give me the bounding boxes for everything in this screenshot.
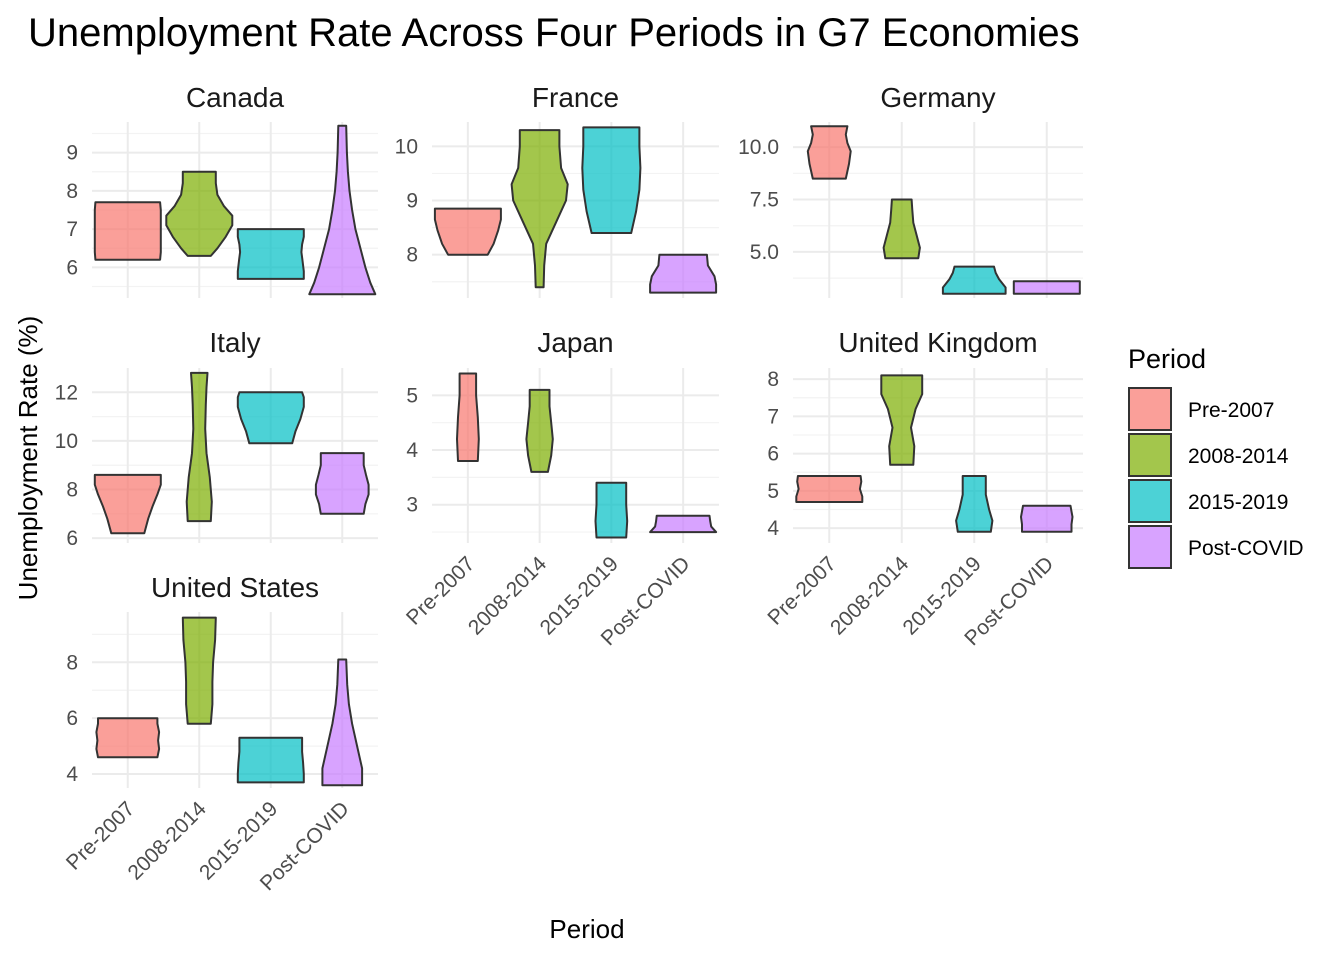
violin-canada-pre-2007: [93, 201, 162, 261]
violin-france-post-covid: [649, 253, 718, 294]
violin-united-kingdom-pre-2007: [795, 475, 864, 503]
violin-germany-post-covid: [1012, 280, 1081, 295]
y-tick-label: 5: [406, 384, 418, 407]
x-axis-title: Period: [549, 914, 624, 944]
y-axis-title: Unemployment Rate (%): [13, 316, 43, 601]
legend-swatch: [1128, 525, 1172, 569]
y-tick-label: 9: [66, 142, 78, 165]
violin-germany-2008-2014: [882, 198, 921, 260]
legend-swatch: [1128, 387, 1172, 431]
y-tick-label: 10.0: [738, 136, 779, 159]
violin-canada-2008-2014: [165, 170, 234, 257]
legend-item-2008-2014: 2008-2014: [1128, 433, 1289, 477]
legend-item-2015-2019: 2015-2019: [1128, 479, 1288, 523]
violin-japan-2015-2019: [594, 481, 629, 539]
facet-canada: Canada 6 7 8 9: [66, 82, 378, 298]
facet-title: Canada: [186, 82, 285, 113]
violin-united-states-2015-2019: [236, 736, 305, 784]
facet-title: United Kingdom: [838, 327, 1037, 358]
violin-japan-pre-2007: [456, 372, 480, 462]
facet-title: Japan: [537, 327, 613, 358]
violin-germany-pre-2007: [806, 125, 852, 180]
facet-united-kingdom: United Kingdom45678Pre-20072008-20142015…: [763, 327, 1083, 650]
violin-canada-2015-2019: [236, 228, 305, 280]
y-tick-label: 8: [66, 651, 78, 674]
legend-label: Pre-2007: [1188, 399, 1274, 422]
legend: Period Pre-2007 2008-2014 2015-2019 Post-CO…: [1128, 344, 1304, 569]
violin-france-2015-2019: [581, 126, 642, 234]
y-tick-label: 4: [66, 763, 78, 786]
violin-canada-post-covid: [308, 124, 377, 296]
y-tick-label: 7.5: [750, 189, 779, 212]
violin-italy-post-covid: [314, 452, 370, 515]
y-tick-label: 12: [55, 381, 78, 404]
facet-title: France: [532, 82, 619, 113]
legend-label: 2015-2019: [1188, 491, 1288, 514]
violin-france-pre-2007: [433, 207, 502, 256]
y-tick-label: 6: [66, 707, 78, 730]
violin-united-states-post-covid: [321, 658, 364, 787]
violin-united-states-2008-2014: [181, 616, 217, 725]
legend-swatch: [1128, 433, 1172, 477]
y-tick-label: 5: [767, 480, 779, 503]
facet-france: France 8 9 10: [395, 82, 719, 298]
facet-germany: Germany 5.0 7.5 10.0: [738, 82, 1083, 298]
legend-title: Period: [1128, 344, 1206, 374]
legend-label: Post-COVID: [1188, 537, 1304, 560]
y-tick-label: 7: [767, 405, 779, 428]
violin-japan-post-covid: [649, 514, 718, 534]
facet-title: Germany: [880, 82, 995, 113]
legend-item-pre-2007: Pre-2007: [1128, 387, 1274, 431]
y-tick-label: 7: [66, 218, 78, 241]
facet-italy: Italy 6 8 10 12: [55, 327, 378, 550]
y-tick-label: 8: [406, 244, 418, 267]
y-tick-label: 3: [406, 494, 418, 517]
y-tick-label: 4: [767, 517, 779, 540]
violin-united-kingdom-2015-2019: [955, 475, 994, 533]
y-tick-label: 10: [395, 135, 418, 158]
y-tick-label: 8: [66, 180, 78, 203]
violin-united-kingdom-2008-2014: [880, 374, 924, 466]
y-tick-label: 5.0: [750, 241, 779, 264]
violin-united-states-pre-2007: [95, 717, 161, 759]
violin-germany-2015-2019: [941, 265, 1007, 295]
legend-label: 2008-2014: [1188, 445, 1289, 468]
chart-title: Unemployment Rate Across Four Periods in…: [28, 11, 1080, 55]
y-tick-label: 6: [66, 256, 78, 279]
facet-panels: Canada 6 7 8 9 France 8 9 10 Germany 5.0 7.5 10.0 Ita…: [55, 82, 1083, 895]
y-tick-label: 10: [55, 430, 78, 453]
y-tick-label: 9: [406, 190, 418, 213]
y-tick-label: 6: [66, 527, 78, 550]
facet-title: United States: [151, 572, 319, 603]
y-tick-label: 8: [767, 368, 779, 391]
violin-italy-2008-2014: [185, 371, 213, 523]
facet-title: Italy: [209, 327, 260, 358]
facet-united-states: United States468Pre-20072008-20142015-20…: [62, 572, 378, 895]
legend-swatch: [1128, 479, 1172, 523]
violin-italy-pre-2007: [93, 473, 162, 535]
y-tick-label: 4: [406, 439, 418, 462]
y-tick-label: 6: [767, 443, 779, 466]
violin-france-2008-2014: [510, 129, 569, 289]
facet-japan: Japan345Pre-20072008-20142015-2019Post-C…: [402, 327, 719, 650]
legend-item-post-covid: Post-COVID: [1128, 525, 1304, 569]
violin-japan-2008-2014: [525, 388, 554, 473]
violin-united-kingdom-post-covid: [1020, 504, 1074, 533]
y-tick-label: 8: [66, 479, 78, 502]
x-tick-label: Pre-2007: [763, 552, 840, 629]
violin-italy-2015-2019: [236, 391, 305, 445]
